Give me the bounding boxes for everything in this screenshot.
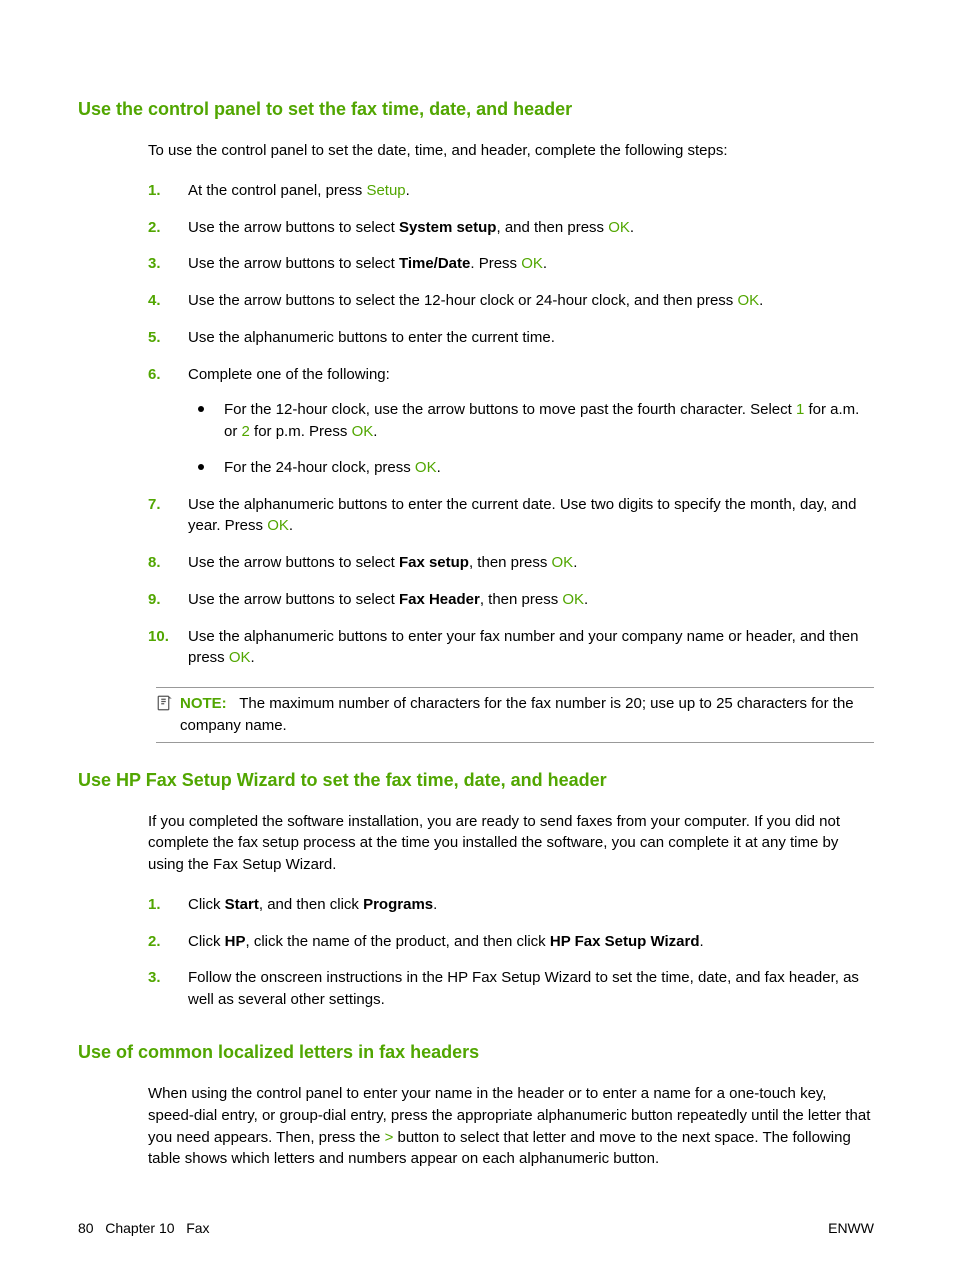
- key-ok: OK: [521, 255, 543, 272]
- bold-term: Fax setup: [399, 554, 469, 571]
- section1-intro: To use the control panel to set the date…: [148, 140, 874, 162]
- step-item: Click HP, click the name of the product,…: [148, 931, 874, 953]
- bold-term: HP: [225, 933, 246, 950]
- sub-item: For the 12-hour clock, use the arrow but…: [188, 399, 874, 443]
- section3-para: When using the control panel to enter yo…: [148, 1083, 874, 1170]
- key-setup: Setup: [366, 182, 405, 199]
- document-page: Use the control panel to set the fax tim…: [0, 0, 954, 1270]
- step-text: Follow the onscreen instructions in the …: [188, 969, 859, 1008]
- step-text: .: [584, 591, 588, 608]
- key-ok: OK: [562, 591, 584, 608]
- step-text: , and then press: [496, 219, 608, 236]
- step-text: Use the arrow buttons to select the 12-h…: [188, 292, 737, 309]
- step-text: , and then click: [259, 896, 363, 913]
- step-text: Click: [188, 933, 225, 950]
- step-text: .: [699, 933, 703, 950]
- chapter-label: Chapter 10: [105, 1220, 174, 1236]
- key-ok: OK: [229, 649, 251, 666]
- section-heading-localized: Use of common localized letters in fax h…: [78, 1039, 874, 1065]
- step-text: Use the alphanumeric buttons to enter yo…: [188, 628, 858, 667]
- section2-steps: Click Start, and then click Programs. Cl…: [148, 894, 874, 1011]
- step-text: .: [573, 554, 577, 571]
- page-number: 80: [78, 1220, 94, 1236]
- key-ok: OK: [352, 423, 374, 440]
- key-ok: OK: [608, 219, 630, 236]
- sub-list: For the 12-hour clock, use the arrow but…: [188, 399, 874, 478]
- bold-term: Programs: [363, 896, 433, 913]
- key-gt: >: [385, 1129, 394, 1146]
- note-text: NOTE: The maximum number of characters f…: [180, 693, 872, 737]
- step-text: , click the name of the product, and the…: [246, 933, 550, 950]
- note-label: NOTE:: [180, 695, 227, 712]
- step-text: .: [251, 649, 255, 666]
- step-text: Use the arrow buttons to select: [188, 219, 399, 236]
- footer-left: 80 Chapter 10 Fax: [78, 1218, 210, 1238]
- step-text: Use the arrow buttons to select: [188, 554, 399, 571]
- step-item: Use the alphanumeric buttons to enter yo…: [148, 626, 874, 670]
- step-text: .: [437, 459, 441, 476]
- sub-item: For the 24-hour clock, press OK.: [188, 457, 874, 479]
- bold-term: Time/Date: [399, 255, 470, 272]
- step-text: , then press: [469, 554, 552, 571]
- step-text: , then press: [480, 591, 563, 608]
- note-body: The maximum number of characters for the…: [180, 695, 854, 734]
- step-text: For the 12-hour clock, use the arrow but…: [224, 401, 796, 418]
- step-item: Follow the onscreen instructions in the …: [148, 967, 874, 1011]
- step-text: Use the arrow buttons to select: [188, 591, 399, 608]
- step-text: For the 24-hour clock, press: [224, 459, 415, 476]
- step-text: .: [289, 517, 293, 534]
- note-block: NOTE: The maximum number of characters f…: [156, 687, 874, 743]
- step-text: Click: [188, 896, 225, 913]
- page-footer: 80 Chapter 10 Fax ENWW: [78, 1218, 874, 1238]
- section1-steps: At the control panel, press Setup. Use t…: [148, 180, 874, 669]
- note-icon: [156, 693, 180, 719]
- step-item: Use the arrow buttons to select Fax setu…: [148, 552, 874, 574]
- section-heading-wizard: Use HP Fax Setup Wizard to set the fax t…: [78, 767, 874, 793]
- step-item: Complete one of the following: For the 1…: [148, 364, 874, 479]
- step-item: Use the alphanumeric buttons to enter th…: [148, 327, 874, 349]
- bold-term: HP Fax Setup Wizard: [550, 933, 700, 950]
- step-text: . Press: [470, 255, 521, 272]
- step-text: .: [373, 423, 377, 440]
- step-text: Complete one of the following:: [188, 366, 390, 383]
- bold-term: Fax Header: [399, 591, 480, 608]
- step-item: Use the alphanumeric buttons to enter th…: [148, 494, 874, 538]
- key-ok: OK: [415, 459, 437, 476]
- key-ok: OK: [267, 517, 289, 534]
- step-item: Click Start, and then click Programs.: [148, 894, 874, 916]
- bold-term: System setup: [399, 219, 497, 236]
- step-item: Use the arrow buttons to select the 12-h…: [148, 290, 874, 312]
- key-ok: OK: [552, 554, 574, 571]
- section2-intro: If you completed the software installati…: [148, 811, 874, 876]
- step-item: Use the arrow buttons to select Time/Dat…: [148, 253, 874, 275]
- step-text: .: [406, 182, 410, 199]
- step-text: .: [433, 896, 437, 913]
- bold-term: Start: [225, 896, 259, 913]
- footer-right: ENWW: [828, 1218, 874, 1238]
- key-ok: OK: [737, 292, 759, 309]
- step-item: At the control panel, press Setup.: [148, 180, 874, 202]
- step-text: .: [759, 292, 763, 309]
- key-2: 2: [242, 423, 250, 440]
- step-text: At the control panel, press: [188, 182, 366, 199]
- step-item: Use the arrow buttons to select System s…: [148, 217, 874, 239]
- step-text: Use the arrow buttons to select: [188, 255, 399, 272]
- chapter-title: Fax: [186, 1220, 209, 1236]
- step-text: for p.m. Press: [250, 423, 352, 440]
- step-text: Use the alphanumeric buttons to enter th…: [188, 329, 555, 346]
- section-heading-control-panel: Use the control panel to set the fax tim…: [78, 96, 874, 122]
- step-text: .: [543, 255, 547, 272]
- step-item: Use the arrow buttons to select Fax Head…: [148, 589, 874, 611]
- step-text: .: [630, 219, 634, 236]
